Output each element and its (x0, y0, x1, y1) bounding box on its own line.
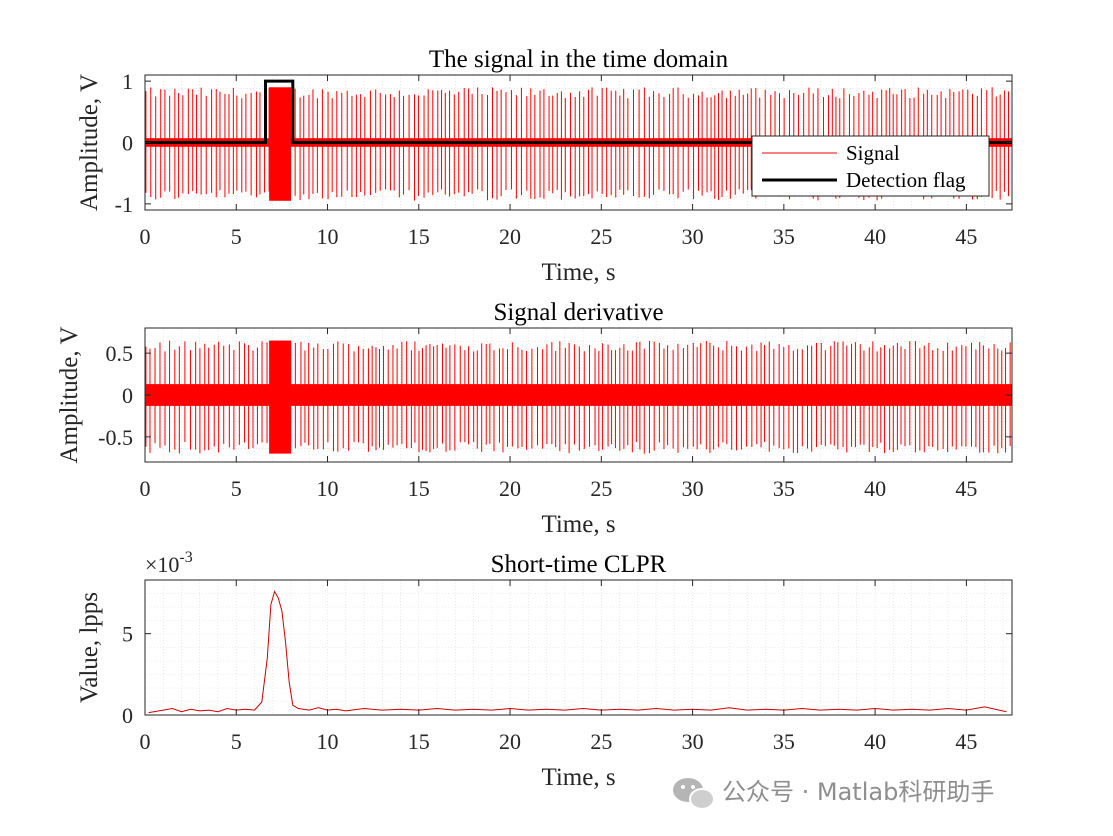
x-tick-label: 0 (140, 224, 151, 249)
grid (144, 580, 1012, 715)
x-tick-label: 45 (955, 476, 977, 501)
watermark: 公众号 · Matlab科研助手 (673, 778, 994, 810)
x-tick-label: 40 (864, 224, 886, 249)
x-tick-label: 15 (408, 729, 430, 754)
burst-block (269, 87, 292, 201)
y-tick-label: 0.5 (106, 341, 134, 366)
chart-title: Short-time CLPR (491, 551, 667, 578)
x-axis-label: Time, s (541, 259, 615, 286)
x-tick-label: 35 (773, 729, 795, 754)
burst-block (269, 340, 292, 454)
y-multiplier-exp: -3 (179, 549, 192, 566)
x-tick-label: 10 (317, 729, 339, 754)
y-axis-label: Value, lpps (76, 592, 103, 703)
x-tick-label: 5 (231, 224, 242, 249)
x-tick-label: 35 (773, 224, 795, 249)
y-tick-label: 0 (122, 383, 133, 408)
watermark-text: 公众号 · Matlab科研助手 (722, 778, 994, 806)
legend: Signal Detection flag (751, 135, 990, 197)
x-tick-label: 40 (864, 729, 886, 754)
x-tick-label: 40 (864, 476, 886, 501)
y-multiplier: ×10-3 (145, 549, 193, 577)
x-tick-label: 5 (231, 729, 242, 754)
x-tick-label: 35 (773, 476, 795, 501)
x-axis-label: Time, s (541, 511, 615, 538)
spikes (145, 340, 1011, 454)
y-axis-label: Amplitude, V (76, 74, 103, 211)
plot-short-time-clpr: 0 5 10 15 20 25 30 35 40 45 0 5 Short-time CLPR Time,… (76, 549, 1013, 791)
y-tick-label: 5 (122, 622, 133, 647)
x-tick-label: 10 (317, 224, 339, 249)
x-tick-label: 25 (590, 476, 612, 501)
y-axis-label: Amplitude, V (56, 326, 83, 463)
wechat-icon (673, 778, 715, 810)
y-tick-label: -1 (115, 192, 133, 217)
y-tick-label: 1 (122, 69, 133, 94)
legend-entry: Signal (846, 141, 900, 165)
x-tick-label: 45 (955, 224, 977, 249)
x-tick-label: 25 (590, 224, 612, 249)
x-tick-label: 15 (408, 224, 430, 249)
chart-title: The signal in the time domain (429, 46, 729, 73)
x-tick-label: 0 (140, 729, 151, 754)
plot-signal-derivative: 0 5 10 15 20 25 30 35 40 45 -0.5 0 0.5 Signal derivat… (56, 299, 1013, 538)
x-tick-label: 30 (682, 476, 704, 501)
x-tick-label: 15 (408, 476, 430, 501)
x-tick-label: 0 (140, 476, 151, 501)
x-tick-label: 20 (499, 476, 521, 501)
x-tick-label: 20 (499, 224, 521, 249)
x-tick-label: 10 (317, 476, 339, 501)
x-tick-label: 45 (955, 729, 977, 754)
axes-box (144, 579, 1013, 716)
baseline-band (145, 384, 1012, 406)
series-detection-flag (145, 79, 1012, 144)
x-tick-label: 30 (682, 224, 704, 249)
x-tick-label: 30 (682, 729, 704, 754)
series-clpr (148, 590, 1007, 714)
y-tick-label: -0.5 (98, 425, 133, 450)
plot-time-domain: 0 5 10 15 20 25 30 35 40 45 -1 0 1 The signal in the … (76, 46, 1013, 286)
series-derivative (145, 340, 1012, 454)
x-tick-label: 25 (590, 729, 612, 754)
y-tick-label: 0 (122, 703, 133, 728)
x-tick-label: 5 (231, 476, 242, 501)
chart-title: Signal derivative (493, 299, 663, 326)
x-axis-label: Time, s (541, 764, 615, 791)
y-tick-label: 0 (122, 131, 133, 156)
x-tick-label: 20 (499, 729, 521, 754)
legend-entry: Detection flag (846, 168, 966, 192)
